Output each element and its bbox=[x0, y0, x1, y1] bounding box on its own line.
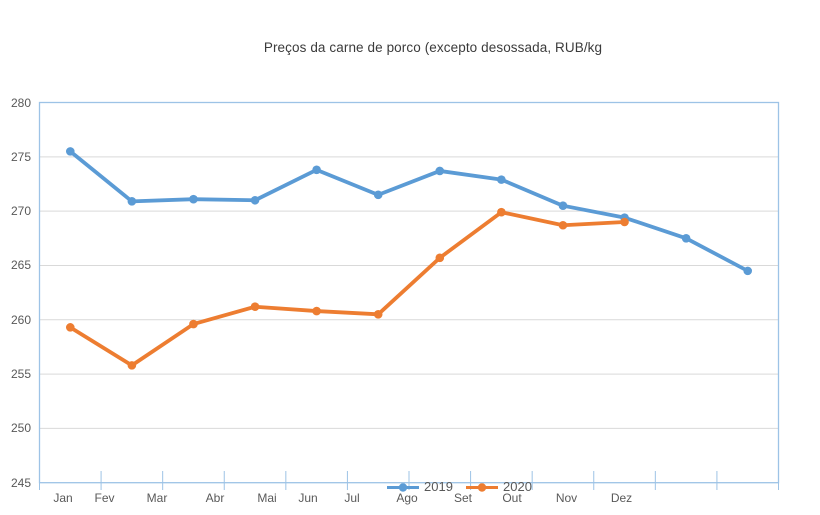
x-axis-tick-label: Jun bbox=[298, 491, 318, 505]
x-axis-tick-label: Ago bbox=[396, 491, 418, 505]
data-point-2019 bbox=[373, 190, 383, 200]
data-point-2019 bbox=[558, 201, 568, 210]
data-point-2019 bbox=[65, 147, 75, 156]
series-line-2020 bbox=[68, 210, 627, 368]
data-point-2019 bbox=[497, 175, 506, 184]
y-axis: 245 250 255 260 265 270 275 280 bbox=[0, 0, 31, 515]
data-point-2019 bbox=[189, 194, 198, 204]
x-axis-tick-label: Mar bbox=[146, 491, 168, 505]
y-axis-tick-label: 265 bbox=[10, 258, 31, 273]
data-point-2020 bbox=[65, 323, 75, 332]
data-point-2019 bbox=[743, 266, 753, 276]
y-axis-tick-label: 280 bbox=[10, 95, 31, 110]
x-axis-tick-label: Jul bbox=[344, 491, 360, 505]
data-point-2020 bbox=[435, 253, 445, 263]
y-axis-tick-label: 250 bbox=[10, 421, 31, 436]
x-axis-tick-label: Mai bbox=[257, 491, 277, 505]
data-point-2019 bbox=[127, 197, 137, 206]
y-axis-tick-label: 255 bbox=[10, 367, 31, 382]
data-point-2020 bbox=[127, 361, 137, 370]
data-point-2020 bbox=[497, 207, 506, 217]
data-point-2020 bbox=[373, 310, 383, 319]
data-point-2019 bbox=[681, 233, 691, 243]
data-point-2020 bbox=[250, 302, 260, 312]
x-axis-tick-label: Dez bbox=[610, 491, 633, 505]
y-axis-tick-label: 275 bbox=[10, 149, 31, 164]
data-point-2020 bbox=[558, 220, 568, 230]
x-axis-tick-label: Abr bbox=[205, 491, 225, 505]
data-point-2019 bbox=[435, 166, 445, 176]
data-point-2020 bbox=[620, 217, 629, 227]
x-axis-tick-label: Fev bbox=[94, 491, 115, 505]
chart-title: Preços da carne de porco (excepto desoss… bbox=[263, 40, 603, 55]
y-axis-tick-label: 245 bbox=[10, 475, 31, 490]
data-point-2019 bbox=[250, 195, 260, 205]
series-line-2019 bbox=[68, 149, 750, 273]
x-axis-tick-label: Nov bbox=[555, 491, 578, 505]
data-point-2020 bbox=[312, 306, 321, 316]
x-axis-tick-label: Jan bbox=[53, 491, 73, 505]
y-axis-tick-label: 260 bbox=[10, 312, 31, 327]
data-point-2019 bbox=[312, 165, 321, 175]
data-point-2020 bbox=[189, 319, 198, 329]
x-axis-tick-label: Out bbox=[502, 491, 522, 505]
y-axis-tick-label: 270 bbox=[10, 204, 31, 219]
x-axis-tick-label: Set bbox=[453, 491, 473, 505]
